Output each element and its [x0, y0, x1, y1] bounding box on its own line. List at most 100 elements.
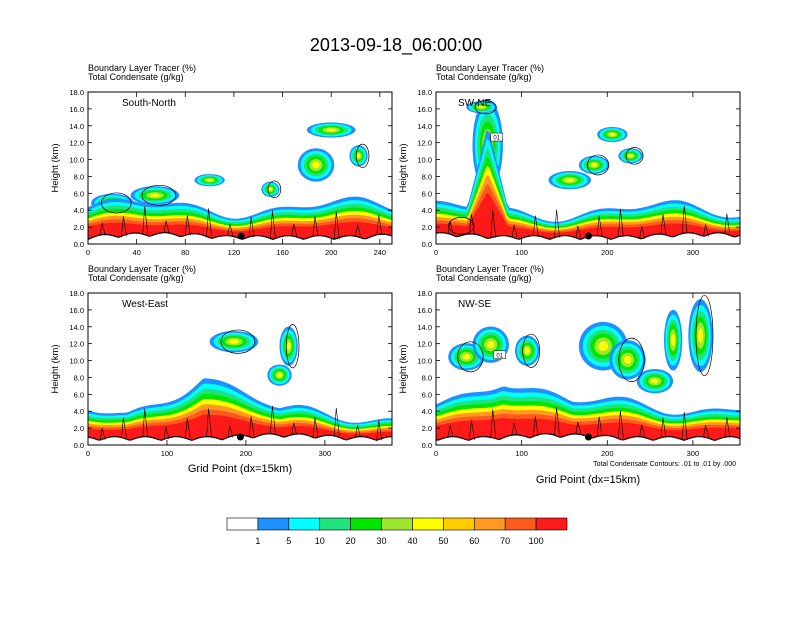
panel-south-north: Boundary Layer Tracer (%)Total Condensat…: [50, 63, 393, 257]
x-tick-label: 0: [434, 248, 438, 257]
colorbar-tick-label: 70: [500, 536, 510, 546]
y-tick-label: 2.0: [74, 223, 84, 232]
condensate-contour: [99, 222, 106, 236]
tracer-blob: [349, 145, 368, 167]
condensate-contour: [121, 216, 127, 237]
condensate-contour: [639, 226, 645, 239]
location-marker: [236, 433, 244, 441]
contour-box-label: 01: [493, 136, 500, 142]
tracer-band: [671, 334, 675, 347]
condensate-contour: [163, 427, 170, 440]
y-tick-label: 4.0: [422, 407, 432, 416]
x-axis-title: Grid Point (dx=15km): [188, 463, 292, 475]
tracer-blob: [297, 148, 335, 182]
tracer-blob: [688, 299, 713, 373]
contour-variable-label: Total Condensate (g/kg): [88, 273, 184, 283]
y-tick-label: 12.0: [69, 139, 84, 148]
colorbar-swatch: [288, 517, 321, 531]
condensate-contour: [474, 100, 497, 115]
condensate-contour: [469, 419, 475, 441]
condensate-contour: [554, 209, 560, 238]
x-tick-label: 200: [240, 449, 253, 458]
plot-frame: [435, 292, 741, 446]
tracer-band: [623, 355, 632, 364]
colorbar-tick-label: 40: [407, 536, 417, 546]
contour-box: [493, 350, 507, 360]
x-tick-label: 100: [515, 449, 528, 458]
condensate-contour: [554, 407, 560, 436]
condensate-contour: [532, 215, 539, 236]
condensate-contour: [703, 424, 709, 438]
y-tick-label: 16.0: [417, 306, 432, 315]
tracer-band: [524, 347, 530, 354]
panel-label: West-East: [122, 299, 168, 310]
condensate-contour: [206, 208, 212, 237]
condensate-contour: [469, 213, 475, 234]
panel-label-group: NW-SE: [458, 299, 491, 310]
y-tick-label: 14.0: [69, 323, 84, 332]
colorbar-tick-label: 10: [315, 536, 325, 546]
tracer-blob: [636, 369, 674, 394]
panel-label: SW-NE: [458, 98, 491, 109]
tracer-band: [326, 128, 337, 132]
condensate-contour: [267, 180, 282, 198]
y-axis-title: Height (km): [50, 143, 61, 192]
condensate-contour: [681, 205, 688, 234]
condensate-contour: [695, 295, 714, 377]
x-tick-label: 200: [325, 248, 338, 257]
tracer-blob: [306, 122, 356, 138]
y-tick-label: 4.0: [74, 206, 84, 215]
x-tick-label: 100: [161, 449, 174, 458]
condensate-contour: [447, 424, 454, 438]
tracer-band: [598, 341, 609, 352]
y-axis-title: Height (km): [398, 143, 409, 192]
y-tick-label: 8.0: [422, 172, 432, 181]
tracer-band: [268, 187, 273, 191]
colorbar-tick-label: 60: [469, 536, 479, 546]
y-tick-label: 10.0: [417, 156, 432, 165]
y-tick-label: 10.0: [417, 357, 432, 366]
y-tick-label: 18.0: [417, 289, 432, 298]
colorbar-swatch: [319, 517, 351, 531]
tracer-band: [462, 354, 471, 360]
x-tick-label: 0: [434, 449, 438, 458]
colorbar-tick-label: 50: [438, 536, 448, 546]
tracer-blob: [279, 326, 298, 366]
x-tick-label: 120: [228, 248, 241, 257]
y-tick-label: 6.0: [74, 390, 84, 399]
condensate-contour: [291, 223, 297, 236]
figure-title: 2013-09-18_06:00:00: [310, 35, 482, 56]
y-tick-label: 6.0: [422, 189, 432, 198]
contour-variable-label: Total Condensate (g/kg): [88, 72, 184, 82]
condensate-contour: [625, 147, 644, 165]
y-tick-label: 14.0: [417, 323, 432, 332]
tracer-blob: [209, 331, 259, 353]
fill-variable-label: Boundary Layer Tracer (%): [436, 264, 544, 274]
colorbar-swatch: [350, 517, 382, 531]
panel-label: South-North: [122, 98, 176, 109]
condensate-contour: [522, 333, 541, 368]
x-tick-label: 80: [181, 248, 189, 257]
colorbar: 1 5 10 20 30 40 50 60 70 100: [226, 517, 568, 546]
fill-variable-label: Boundary Layer Tracer (%): [88, 264, 196, 274]
condensate-contour: [596, 416, 603, 437]
condensate-contour: [184, 418, 191, 439]
tracer-band: [478, 105, 485, 109]
colorbar-swatch: [443, 517, 475, 531]
boundary-layer-band: [436, 193, 740, 244]
condensate-contour: [101, 192, 132, 214]
colorbar-tick-label: 20: [346, 536, 356, 546]
x-tick-label: 160: [276, 248, 289, 257]
x-tick-label: 0: [86, 248, 90, 257]
x-tick-label: 100: [515, 248, 528, 257]
condensate-contour: [163, 220, 170, 233]
y-tick-label: 10.0: [69, 156, 84, 165]
condensate-contour: [618, 410, 624, 439]
tracer-blob: [664, 309, 683, 371]
y-tick-label: 4.0: [74, 407, 84, 416]
x-tick-label: 0: [86, 449, 90, 458]
y-tick-label: 12.0: [417, 340, 432, 349]
condensate-contour: [575, 225, 582, 238]
tracer-blob: [194, 174, 225, 187]
condensate-contour: [596, 215, 603, 236]
